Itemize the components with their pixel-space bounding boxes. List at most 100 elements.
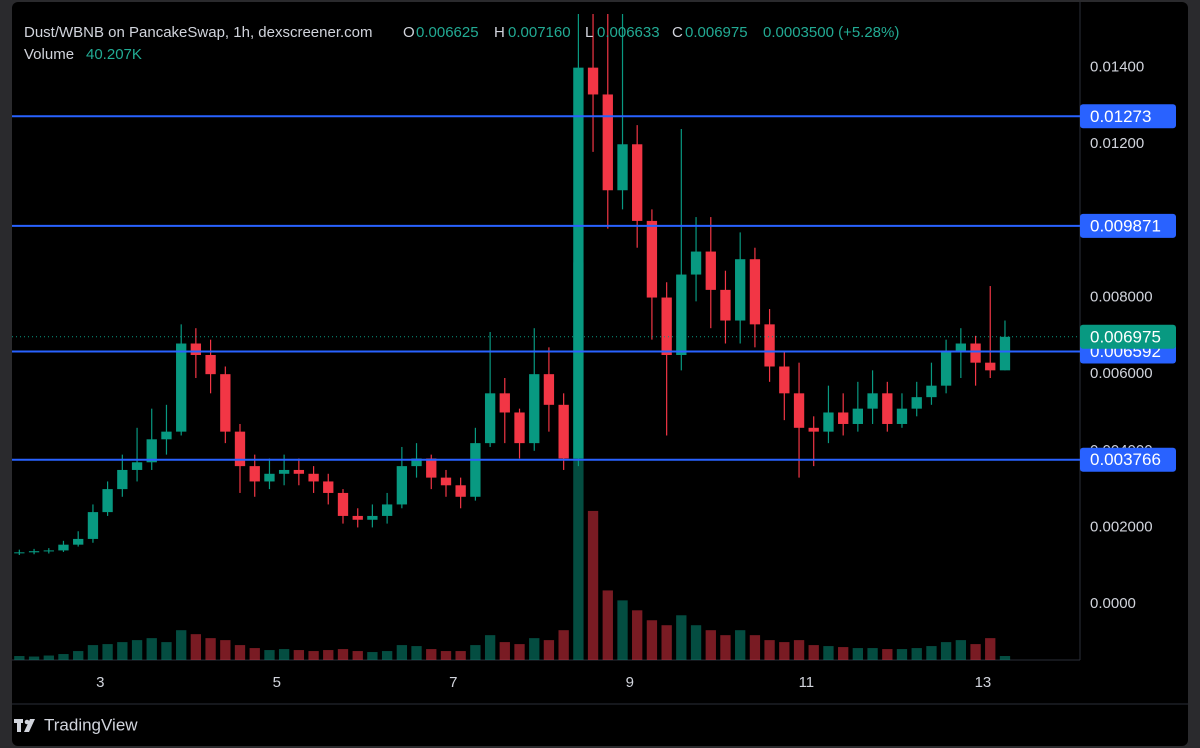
candle-body xyxy=(220,374,231,432)
brand-logo xyxy=(14,719,35,732)
volume-bar xyxy=(882,649,893,660)
ohlc-label: H xyxy=(494,24,505,41)
candle-body xyxy=(985,362,996,371)
volume-bar xyxy=(646,620,658,660)
candle-body xyxy=(396,466,408,505)
candle-body xyxy=(58,544,69,551)
candle-body xyxy=(823,412,834,432)
volume-bar xyxy=(249,648,260,660)
ohlc-value: 0.007160 xyxy=(508,24,571,41)
volume-bar xyxy=(131,640,143,660)
last-price-label: 0.006975 xyxy=(1090,327,1161,346)
candle-body xyxy=(617,144,628,191)
candle-body xyxy=(882,393,893,424)
y-tick-label: 0.002000 xyxy=(1090,518,1153,535)
volume-bar xyxy=(367,652,378,660)
candle-body xyxy=(896,408,908,424)
candle-body xyxy=(632,144,643,221)
volume-bar xyxy=(705,630,716,660)
candle-body xyxy=(205,355,216,375)
candle-body xyxy=(440,477,452,486)
candle-body xyxy=(87,512,99,539)
candle-body xyxy=(529,374,540,444)
candle-body xyxy=(146,439,157,463)
candle-body xyxy=(28,551,40,553)
x-tick-label: 5 xyxy=(273,674,281,691)
candle-body xyxy=(587,67,599,95)
volume-bar xyxy=(808,645,819,660)
candle-body xyxy=(705,251,716,290)
candle-body xyxy=(455,485,466,497)
candle-body xyxy=(779,366,790,394)
y-tick-label: 0.006000 xyxy=(1090,365,1153,382)
candle-body xyxy=(308,473,319,482)
volume-bar xyxy=(735,630,746,660)
candle-body xyxy=(176,343,187,432)
volume-bar xyxy=(220,640,231,660)
candle-body xyxy=(381,504,393,516)
volume-bar xyxy=(558,630,569,660)
candle-body xyxy=(940,351,952,386)
candle-body xyxy=(999,336,1011,371)
candle-body xyxy=(264,473,275,482)
volume-bar xyxy=(940,642,952,660)
candle-body xyxy=(646,220,658,298)
volume-bar xyxy=(764,640,775,660)
candle-body xyxy=(838,412,849,424)
volume-bar xyxy=(308,651,319,660)
candle-body xyxy=(793,393,805,428)
volume-bar xyxy=(911,648,922,660)
x-tick-label: 7 xyxy=(449,674,457,691)
candle-body xyxy=(131,462,143,470)
candle-body xyxy=(808,427,819,432)
volume-bar xyxy=(102,644,113,660)
y-tick-label: 0.01200 xyxy=(1090,135,1144,152)
candle-body xyxy=(102,489,113,513)
candle-body xyxy=(661,297,672,356)
volume-bar xyxy=(838,647,849,660)
candle-body xyxy=(602,94,613,191)
candle-body xyxy=(411,458,422,467)
ohlc-value: 0.006625 xyxy=(416,24,479,41)
volume-bar xyxy=(793,640,805,660)
candle-body xyxy=(43,550,54,552)
brand-name[interactable]: TradingView xyxy=(44,715,138,734)
candle-body xyxy=(852,408,863,424)
volume-bar xyxy=(117,642,128,660)
price-line-label: 0.003766 xyxy=(1090,450,1161,469)
price-line-label-bg xyxy=(1080,447,1176,472)
volume-bar xyxy=(337,649,349,660)
candle-body xyxy=(470,443,481,497)
volume-bar xyxy=(602,590,613,660)
price-line-label-bg xyxy=(1080,213,1176,238)
candle-body xyxy=(514,412,525,444)
candle-body xyxy=(735,259,746,321)
last-price-label-bg xyxy=(1080,324,1176,349)
volume-bar xyxy=(985,638,996,660)
volume-bar xyxy=(779,642,790,660)
volume-bar xyxy=(529,638,540,660)
candle-body xyxy=(249,466,260,482)
volume-bar xyxy=(352,651,363,660)
volume-bar xyxy=(396,645,408,660)
volume-bar xyxy=(543,640,555,660)
chart-title: Dust/WBNB on PancakeSwap, 1h, dexscreene… xyxy=(24,24,373,41)
volume-bar xyxy=(73,651,84,660)
candle-body xyxy=(764,324,775,367)
volume-bar xyxy=(176,630,187,660)
candle-body xyxy=(161,431,172,440)
volume-bar xyxy=(676,615,687,660)
ohlc-value: 0.006633 xyxy=(597,24,660,41)
ohlc-label: O xyxy=(403,24,415,41)
candle-body xyxy=(337,492,349,516)
volume-value: 40.207K xyxy=(86,46,142,63)
volume-bar xyxy=(955,640,967,660)
candle-body xyxy=(955,343,967,352)
volume-bar xyxy=(823,646,834,660)
volume-bar xyxy=(161,642,172,660)
volume-bar xyxy=(514,644,525,660)
candle-body xyxy=(499,393,510,413)
volume-bar xyxy=(190,634,202,660)
